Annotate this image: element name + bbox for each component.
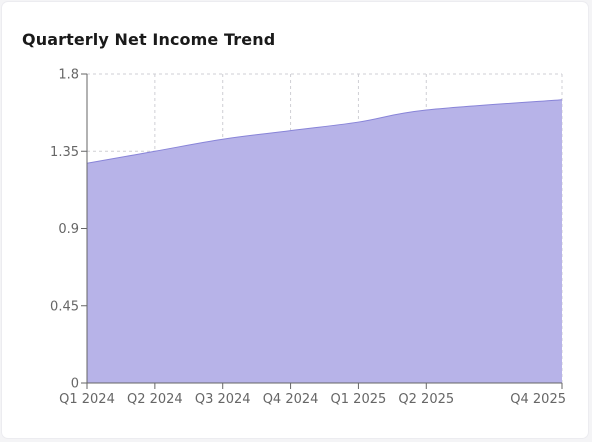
x-tick-label-3: Q4 2024 <box>263 392 319 407</box>
y-tick-label-0: 0 <box>71 377 79 392</box>
y-tick-label-1: 0.45 <box>50 299 79 314</box>
x-tick-label-5: Q2 2025 <box>398 392 454 407</box>
x-tick-label-2: Q3 2024 <box>195 392 251 407</box>
x-tick-label-0: Q1 2024 <box>59 392 115 407</box>
area-line <box>86 99 563 164</box>
y-tick-label-3: 1.35 <box>50 145 79 160</box>
area-fill <box>87 99 562 383</box>
x-tick-label-4: Q1 2025 <box>331 392 387 407</box>
chart-title: Quarterly Net Income Trend <box>22 30 276 49</box>
y-tick-label-2: 0.9 <box>58 222 79 237</box>
area-series <box>86 99 563 383</box>
x-axis-ticks: Q1 2024 Q2 2024 Q3 2024 Q4 2024 Q1 2025 Q2 20… <box>59 383 566 407</box>
y-axis-ticks: 0 0.45 0.9 1.35 1.8 <box>50 68 87 392</box>
x-tick-label-6: Q4 2025 <box>510 392 566 407</box>
y-tick-label-4: 1.8 <box>58 68 79 83</box>
x-tick-label-1: Q2 2024 <box>127 392 183 407</box>
